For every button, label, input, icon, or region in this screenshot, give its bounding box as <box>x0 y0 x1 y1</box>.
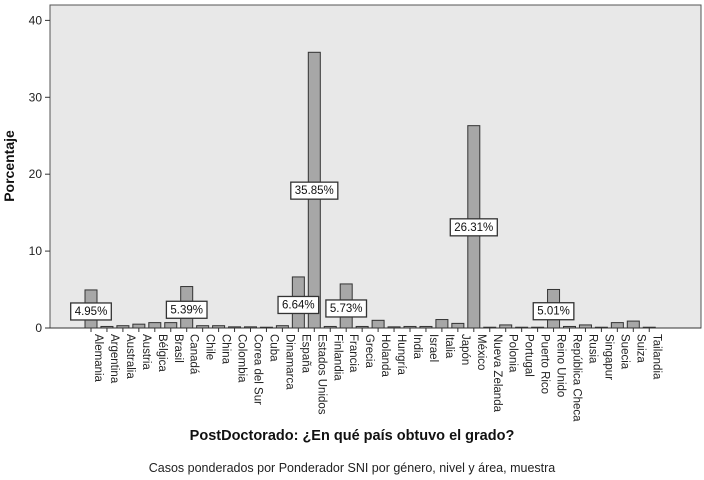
y-tick-label: 30 <box>29 90 43 104</box>
data-label-text: 6.64% <box>282 299 315 311</box>
bar <box>164 322 178 329</box>
bar <box>626 320 640 329</box>
x-tick-label: Singapur <box>602 334 614 380</box>
x-tick-label: Nueva Zelanda <box>491 334 503 413</box>
data-label-text: 5.01% <box>537 306 570 318</box>
x-tick-label: Alemania <box>92 334 104 383</box>
x-tick-label: Bélgica <box>156 334 168 372</box>
x-tick-label: Puerto Rico <box>539 334 551 394</box>
x-tick-label: China <box>220 334 232 365</box>
x-tick-label: Hungría <box>395 334 407 376</box>
data-label-box <box>165 300 208 319</box>
data-label-box <box>290 181 339 200</box>
data-label-text: 35.85% <box>295 185 334 197</box>
x-tick-label: Corea del Sur <box>252 334 264 405</box>
x-tick-label: Holanda <box>379 334 391 377</box>
y-tick-label: 20 <box>29 167 43 181</box>
data-label: 26.31% <box>449 218 498 237</box>
x-tick-label: Argentina <box>108 334 120 384</box>
x-tick-label: Tailandia <box>650 334 662 380</box>
x-tick-label: Italia <box>443 334 455 359</box>
x-tick-label: Dinamarca <box>283 334 295 390</box>
x-axis: Alemania Argentina Australia Austria Bélgica… <box>90 328 662 422</box>
x-tick-label: Portugal <box>523 334 535 377</box>
footnote: Casos ponderados por Ponderador SNI por … <box>148 461 556 475</box>
x-tick-label: Brasil <box>172 334 184 363</box>
data-label-box <box>277 295 320 315</box>
data-label: 5.01% <box>532 302 575 321</box>
x-tick-label: Suiza <box>634 334 646 363</box>
data-label: 5.73% <box>325 299 368 318</box>
x-tick-label: México <box>475 334 487 370</box>
x-tick-label: Grecia <box>363 334 375 368</box>
data-label: 6.64% <box>277 295 320 315</box>
x-tick-label: Israel <box>427 334 439 362</box>
data-label-box <box>532 302 575 321</box>
x-tick-label: Polonia <box>507 334 519 373</box>
data-labels: 4.95% 5.39% 6.64% 35.85% 5.73% 26.31% 5.01% <box>70 181 575 321</box>
data-label: 4.95% <box>70 302 112 321</box>
bar <box>132 323 146 329</box>
y-axis-label: Porcentaje <box>1 130 17 202</box>
data-label-text: 26.31% <box>454 222 493 234</box>
x-tick-label: Austria <box>140 334 152 370</box>
data-label: 5.39% <box>165 300 208 319</box>
x-tick-label: Canadá <box>188 334 200 375</box>
y-axis: 0 10 20 30 40 <box>29 13 50 335</box>
x-tick-label: Cuba <box>267 334 279 362</box>
bar <box>371 319 385 329</box>
data-label-text: 4.95% <box>75 306 108 318</box>
x-tick-label: Chile <box>204 334 216 360</box>
x-tick-label: Francia <box>347 334 359 373</box>
y-tick-label: 10 <box>29 244 43 258</box>
plot-area <box>49 4 702 329</box>
x-tick-label: Australia <box>124 334 136 379</box>
x-tick-label: España <box>299 334 311 374</box>
x-axis-title: PostDoctorado: ¿En qué país obtuvo el gr… <box>189 428 515 444</box>
bar <box>610 322 624 329</box>
bar <box>451 322 465 329</box>
x-tick-label: Suecia <box>618 334 630 370</box>
data-label: 35.85% <box>290 181 339 200</box>
x-tick-label: Rusia <box>586 334 598 364</box>
data-label-box <box>449 218 498 237</box>
y-tick-label: 0 <box>35 321 42 335</box>
x-tick-label: India <box>411 334 423 360</box>
x-tick-label: Colombia <box>236 334 248 383</box>
x-tick-label: Estados Unidos <box>315 334 327 415</box>
x-tick-label: Reino Unido <box>555 334 567 397</box>
x-tick-label: Japón <box>459 334 471 365</box>
data-label-text: 5.39% <box>170 304 203 316</box>
x-tick-label: República Checa <box>571 334 583 422</box>
data-label-box <box>325 299 368 318</box>
data-label-text: 5.73% <box>330 303 363 315</box>
data-label-box <box>70 302 112 321</box>
x-tick-label: Finlandia <box>331 334 343 381</box>
bar <box>435 319 449 329</box>
bar <box>148 322 162 329</box>
y-tick-label: 40 <box>29 13 43 27</box>
